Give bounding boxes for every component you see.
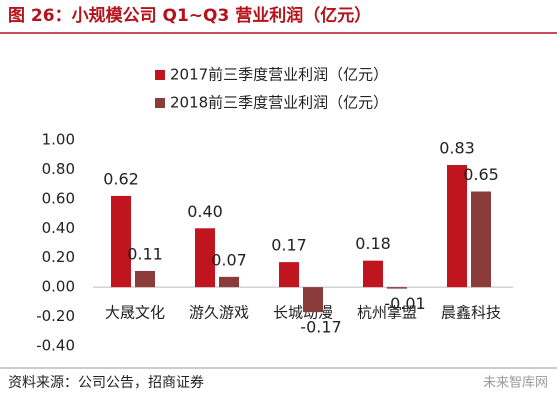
data-label: 0.07 — [211, 250, 247, 269]
bar — [195, 228, 215, 288]
source: 资料来源：公司公告，招商证券 — [8, 375, 204, 391]
x-tick-label: 晨鑫科技 — [441, 304, 501, 322]
bar — [279, 262, 299, 288]
y-tick-label: 0.00 — [42, 278, 75, 296]
legend-swatch — [155, 98, 165, 108]
bar — [111, 195, 131, 288]
data-label: -0.17 — [300, 318, 341, 337]
data-label: 0.17 — [271, 236, 307, 255]
data-label: -0.01 — [384, 294, 425, 313]
y-tick-label: 1.00 — [42, 131, 75, 149]
data-label: 0.65 — [463, 165, 499, 184]
data-label: 0.62 — [103, 169, 139, 188]
y-tick-label: -0.20 — [36, 307, 75, 325]
chart-title: 图 26：小规模公司 Q1~Q3 营业利润（亿元） — [8, 5, 371, 26]
data-label: 0.83 — [439, 139, 475, 158]
data-label: 0.40 — [187, 202, 223, 221]
bar — [135, 270, 155, 288]
y-tick-label: 0.40 — [42, 219, 75, 237]
y-tick-label: -0.40 — [36, 337, 75, 355]
x-tick-label: 大晟文化 — [105, 304, 165, 322]
bar — [471, 191, 491, 288]
legend-label: 2017前三季度营业利润（亿元） — [170, 66, 388, 84]
data-label: 0.11 — [127, 244, 163, 263]
bar — [219, 276, 239, 288]
data-label: 0.18 — [355, 234, 391, 253]
legend-swatch — [155, 70, 165, 80]
bar — [387, 287, 407, 289]
bar — [363, 260, 383, 288]
legend-label: 2018前三季度营业利润（亿元） — [170, 94, 388, 112]
y-tick-label: 0.20 — [42, 248, 75, 266]
y-tick-label: 0.80 — [42, 160, 75, 178]
watermark: 未来智库网 — [483, 375, 548, 391]
bar — [447, 165, 467, 288]
x-tick-label: 游久游戏 — [189, 304, 249, 322]
x-tick-label: 杭州掌盟 — [357, 304, 417, 322]
bar — [303, 287, 323, 313]
y-tick-label: 0.60 — [42, 189, 75, 207]
